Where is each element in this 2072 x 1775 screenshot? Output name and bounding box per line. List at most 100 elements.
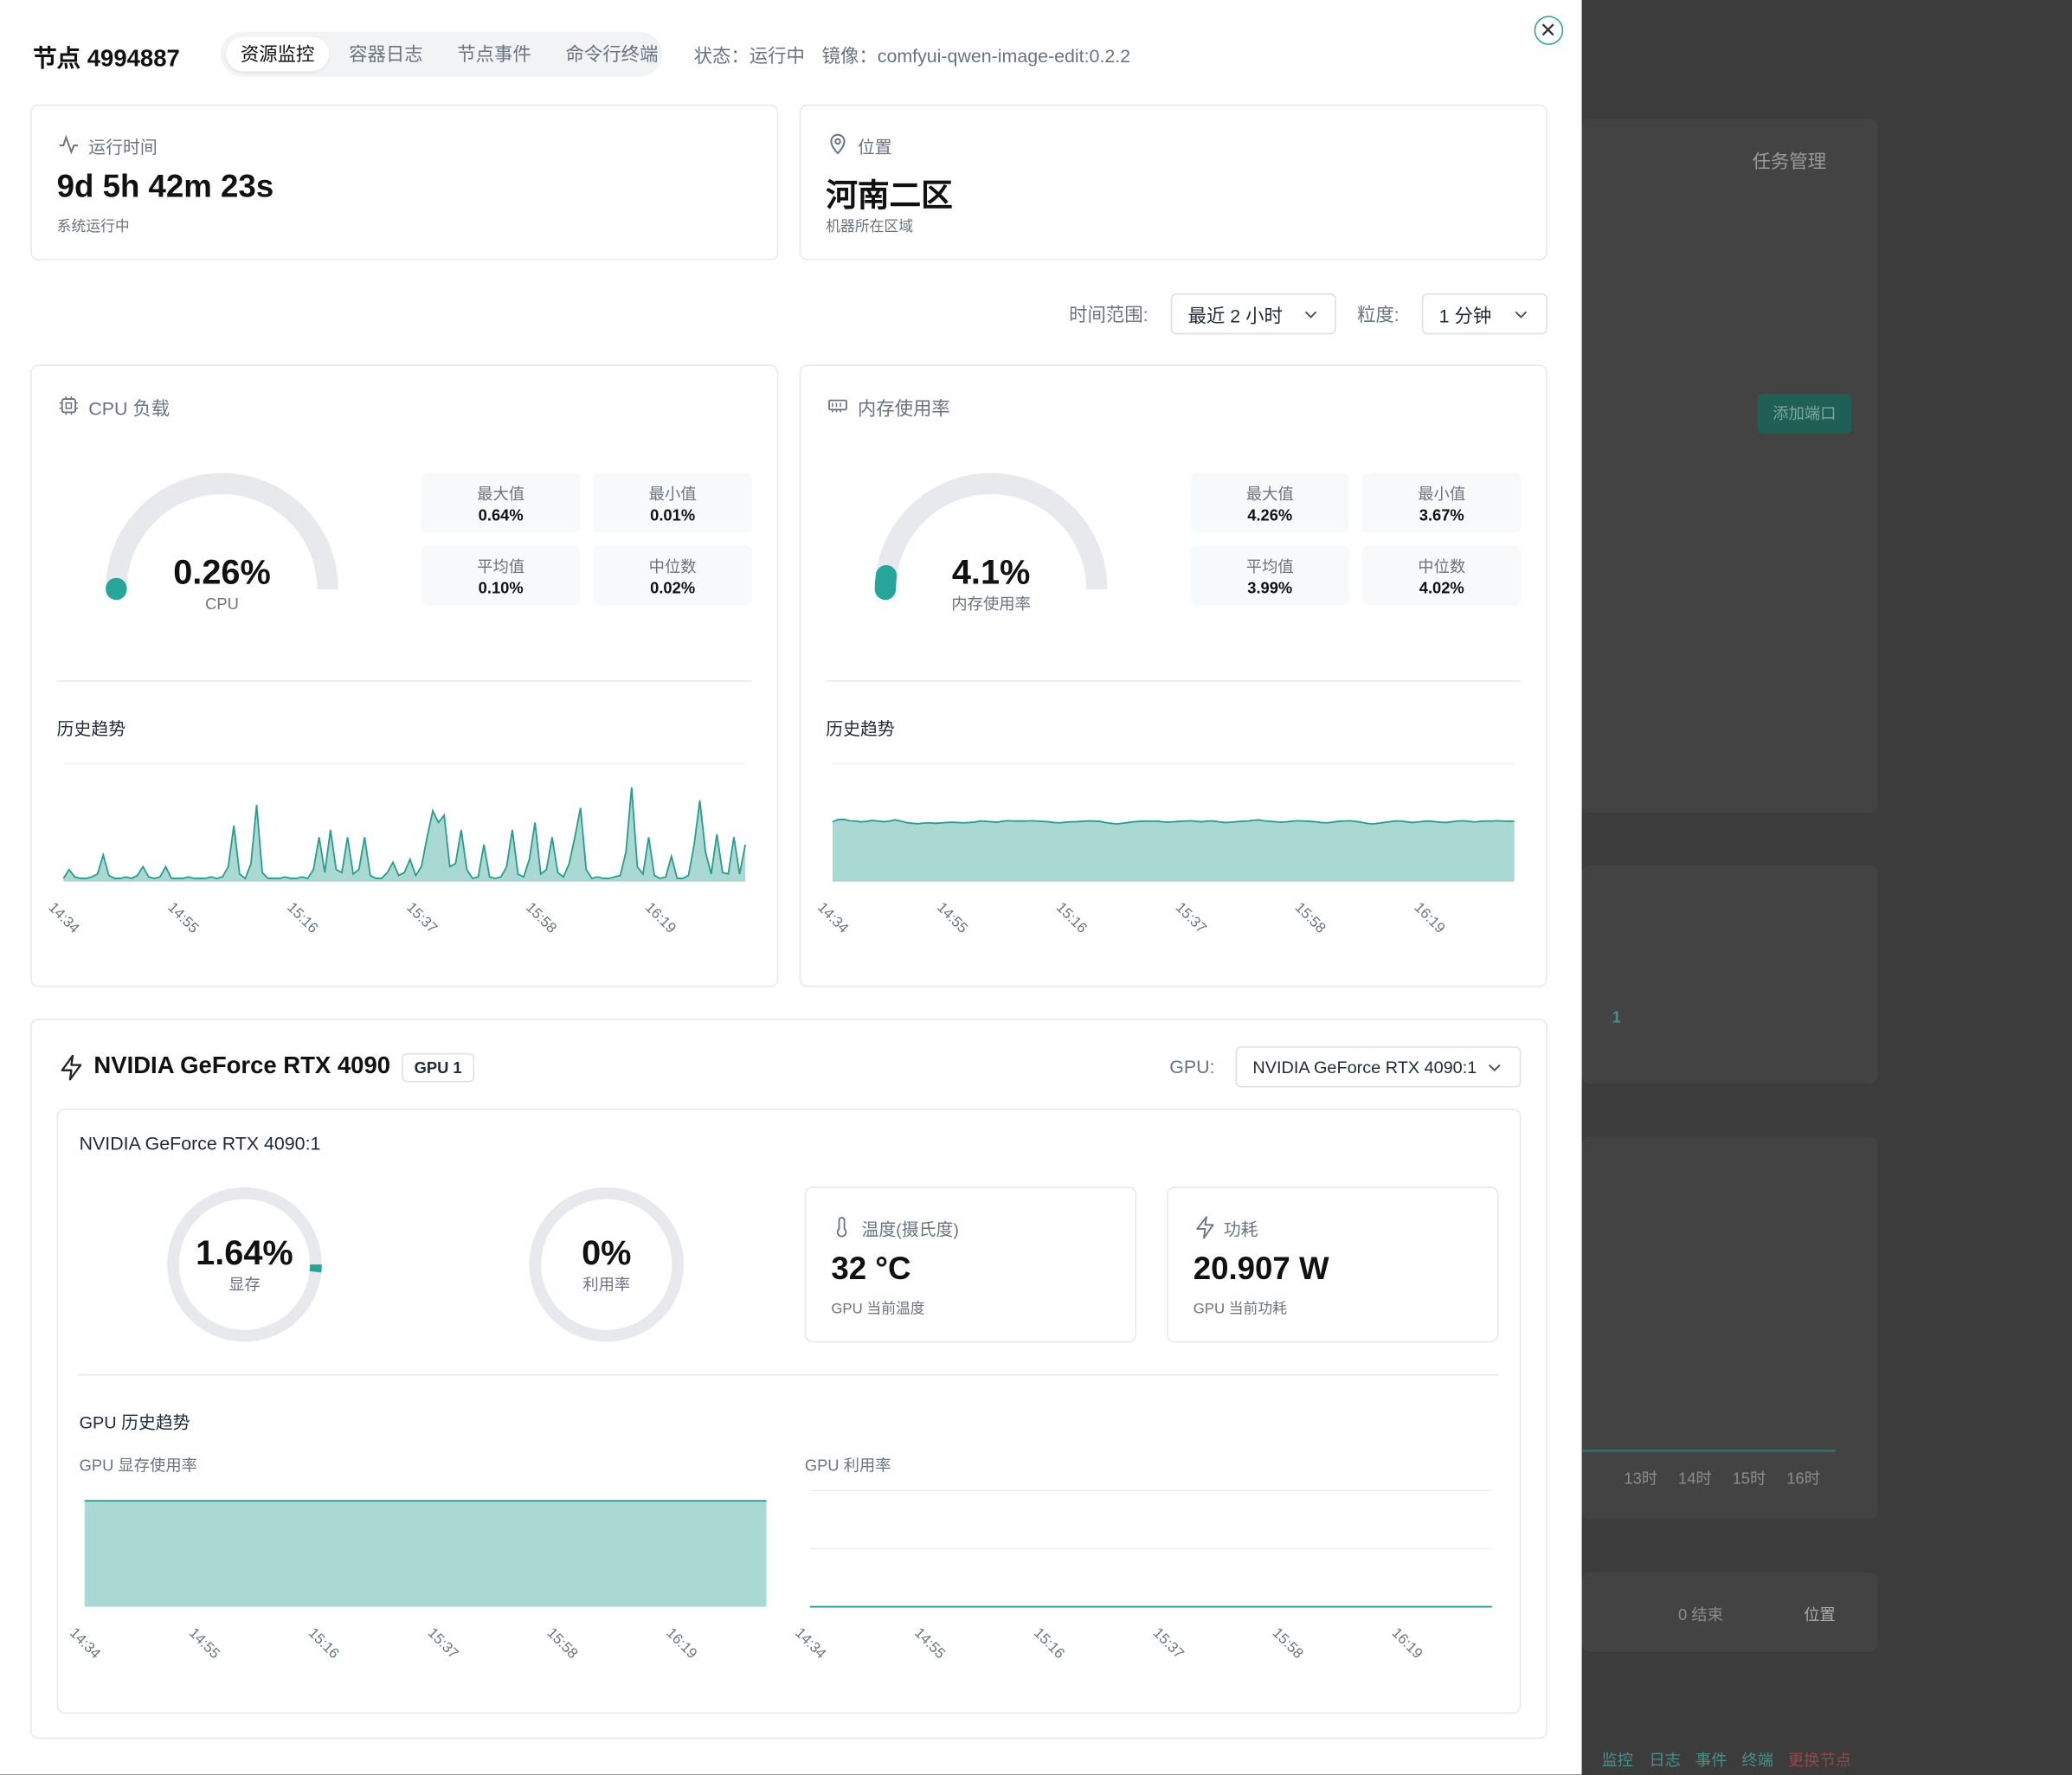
tabs: 资源监控 容器日志 节点事件 命令行终端 (220, 31, 662, 77)
x-tick-label: 15:58 (523, 899, 560, 936)
stat-value: 4.02% (1419, 578, 1464, 598)
chevron (1515, 311, 1528, 318)
stat-value: 0.10% (478, 578, 524, 598)
area (84, 1501, 767, 1607)
chart-title: GPU 显存使用率 (79, 1456, 198, 1475)
x-tick-label: 15:37 (403, 899, 441, 936)
bg-card (1581, 119, 1878, 813)
bg-action[interactable]: 事件 (1695, 1750, 1728, 1770)
x-tick-label: 14:55 (934, 899, 971, 936)
gauge-label: 利用率 (582, 1275, 630, 1293)
gauge-label: 内存使用率 (951, 595, 1031, 613)
pulse-icon (59, 134, 79, 155)
bg-filter[interactable]: 0 结束 (1678, 1605, 1723, 1624)
stat: 平均值 0.10% (421, 545, 581, 606)
line (832, 818, 1515, 826)
bg-hour: 16时 (1786, 1469, 1820, 1489)
x-tick-label: 14:55 (911, 1624, 949, 1662)
range-label: 时间范围: (1069, 304, 1149, 325)
x-tick-label: 15:58 (1270, 1624, 1307, 1662)
stat: 最小值 0.01% (593, 473, 752, 533)
stat: 平均值 3.99% (1190, 545, 1349, 606)
power-label: 功耗 (1223, 1219, 1258, 1240)
bg-action[interactable]: 更换节点 (1787, 1750, 1852, 1770)
divider (78, 1373, 1499, 1376)
x-tick-label: 14:55 (164, 899, 202, 936)
tab[interactable]: 容器日志 (349, 43, 423, 65)
cpu-title: CPU 负载 (88, 397, 171, 419)
stat: 最大值 0.64% (421, 473, 581, 533)
granularity-label: 粒度: (1357, 304, 1400, 325)
stat-label: 最大值 (477, 485, 525, 504)
bolt-icon (61, 1054, 82, 1081)
x-tick-label: 15:16 (306, 1624, 343, 1662)
gauge-value-label: 0.26% (173, 554, 271, 592)
power-sub: GPU 当前功耗 (1193, 1301, 1287, 1318)
bg-action[interactable]: 终端 (1741, 1750, 1773, 1770)
memory-title: 内存使用率 (857, 397, 950, 419)
granularity-value: 1 分钟 (1438, 305, 1492, 327)
stat-label: 中位数 (1418, 557, 1466, 576)
close-button[interactable] (1534, 16, 1564, 45)
tab[interactable]: 资源监控 (226, 36, 330, 72)
location-card: 位置 河南二区 机器所在区域 (799, 104, 1548, 260)
x-tick-label: 15:16 (1031, 1624, 1068, 1662)
stat-value: 0.02% (650, 578, 696, 598)
x-tick-label: 15:16 (1053, 899, 1091, 936)
bg-line (1581, 1449, 1836, 1452)
x-tick-label: 15:37 (1173, 899, 1210, 936)
stat: 最小值 3.67% (1362, 473, 1522, 533)
gauge-label: 显存 (228, 1275, 261, 1293)
stat: 中位数 0.02% (593, 545, 752, 606)
gpu-name: NVIDIA GeForce RTX 4090 (93, 1051, 391, 1078)
bg-add-port[interactable]: 添加端口 (1757, 393, 1852, 434)
bg-card (1581, 865, 1878, 1084)
stat-value: 0.64% (478, 505, 524, 525)
gpu-badge: GPU 1 (402, 1052, 475, 1083)
range-select[interactable]: 最近 2 小时 (1170, 293, 1336, 335)
granularity-select[interactable]: 1 分钟 (1421, 293, 1548, 335)
stat-label: 最大值 (1245, 485, 1294, 504)
area (832, 819, 1515, 882)
chevron (1488, 1064, 1501, 1072)
tab[interactable]: 节点事件 (457, 43, 531, 65)
stat-label: 最小值 (648, 485, 697, 504)
x-tick-label: 16:19 (1411, 899, 1448, 936)
bg-card (1581, 1572, 1878, 1652)
location-label: 位置 (857, 137, 892, 158)
image: 镜像：comfyui-qwen-image-edit:0.2.2 (821, 44, 1131, 67)
stat-value: 0.01% (650, 505, 696, 525)
line (62, 787, 747, 880)
uptime-sub: 系统运行中 (56, 219, 130, 235)
stat: 最大值 4.26% (1190, 473, 1349, 533)
temperature-value: 32 °C (831, 1251, 911, 1288)
temperature-sub: GPU 当前温度 (831, 1301, 925, 1318)
stat-value: 3.67% (1419, 505, 1464, 525)
tab[interactable]: 命令行终端 (565, 43, 659, 65)
bg-action[interactable]: 监控 (1601, 1750, 1634, 1770)
gauge-track (874, 473, 1108, 590)
divider (56, 680, 752, 682)
location-value: 河南二区 (826, 178, 953, 215)
stat-value: 4.26% (1247, 505, 1293, 525)
cpu-card: CPU 负载 最大值 0.64% 最小值 0.01% 平均值 0.10% 中位数 0.0… (30, 364, 779, 987)
history-title: 历史趋势 (826, 718, 895, 739)
bg-filter[interactable]: 位置 (1804, 1605, 1836, 1624)
x-tick-label: 16:19 (642, 899, 679, 936)
bolt-icon (1196, 1216, 1214, 1239)
memory-icon (828, 399, 847, 413)
x-tick-label: 14:55 (186, 1624, 223, 1662)
chart-title: GPU 利用率 (804, 1456, 891, 1475)
bg-menu[interactable]: 任务管理 (1752, 151, 1827, 172)
pin-icon (830, 133, 846, 155)
x-tick-label: 15:58 (1292, 899, 1329, 936)
status: 状态：运行中 (693, 44, 805, 67)
gpu-select[interactable]: NVIDIA GeForce RTX 4090:1 (1235, 1046, 1522, 1088)
bg-action[interactable]: 日志 (1649, 1750, 1682, 1770)
uptime-card: 运行时间 9d 5h 42m 23s 系统运行中 (30, 104, 779, 260)
stat-label: 平均值 (1245, 557, 1294, 576)
gpu-select-value: NVIDIA GeForce RTX 4090:1 (1252, 1057, 1477, 1077)
x-tick-label: 15:16 (284, 899, 321, 936)
